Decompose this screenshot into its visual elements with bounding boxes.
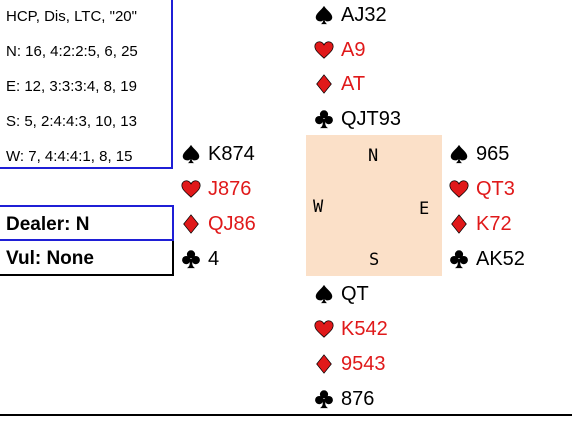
club-icon <box>315 390 333 409</box>
bottom-divider <box>0 414 572 416</box>
south-clubs-cards: 876 <box>341 388 375 410</box>
south-diamonds-cards: 9543 <box>341 353 386 375</box>
club-icon <box>315 110 333 129</box>
north-hearts-cards: A9 <box>341 39 366 61</box>
info-west: W: 7, 4:4:4:1, 8, 15 <box>6 148 133 165</box>
spade-icon <box>315 5 333 25</box>
vulnerability-label: Vul: None <box>6 248 94 269</box>
north-diamonds: AT <box>313 69 365 99</box>
east-spades-cards: 965 <box>476 143 510 165</box>
south-spades-cards: QT <box>341 283 369 305</box>
compass-west: W <box>313 197 324 217</box>
vulnerability-box: Vul: None <box>0 241 174 276</box>
east-hearts-cards: QT3 <box>476 178 515 200</box>
north-hearts: A9 <box>313 35 365 65</box>
west-diamonds-cards: QJ86 <box>208 213 256 235</box>
heart-icon <box>314 320 334 338</box>
compass-south: S <box>369 250 380 270</box>
compass-table: N W E S <box>306 135 442 276</box>
info-south: S: 5, 2:4:4:3, 10, 13 <box>6 113 137 130</box>
south-hearts-cards: K542 <box>341 318 388 340</box>
north-spades: AJ32 <box>313 0 387 30</box>
west-clubs-cards: 4 <box>208 248 220 270</box>
club-icon <box>450 250 468 269</box>
diamond-icon <box>183 214 199 234</box>
compass-north: N <box>368 146 379 166</box>
spade-icon <box>315 284 333 304</box>
heart-icon <box>314 41 334 59</box>
east-clubs-cards: AK52 <box>476 248 525 270</box>
east-clubs: AK52 <box>448 244 525 274</box>
club-icon <box>182 250 200 269</box>
west-clubs: 4 <box>180 244 219 274</box>
east-diamonds-cards: K72 <box>476 213 512 235</box>
north-diamonds-cards: AT <box>341 73 366 95</box>
north-clubs-cards: QJT93 <box>341 108 402 130</box>
south-diamonds: 9543 <box>313 349 386 379</box>
north-spades-cards: AJ32 <box>341 4 387 26</box>
west-hearts: J876 <box>180 174 251 204</box>
heart-icon <box>449 180 469 198</box>
compass-east: E <box>419 199 430 219</box>
west-spades: K874 <box>180 139 255 169</box>
spade-icon <box>182 144 200 164</box>
spade-icon <box>450 144 468 164</box>
info-east: E: 12, 3:3:3:4, 8, 19 <box>6 78 137 95</box>
east-hearts: QT3 <box>448 174 515 204</box>
dealer-box: Dealer: N <box>0 205 174 241</box>
info-north: N: 16, 4:2:2:5, 6, 25 <box>6 43 138 60</box>
east-spades: 965 <box>448 139 509 169</box>
info-header: HCP, Dis, LTC, "20" <box>6 8 137 25</box>
hand-evaluation-box: HCP, Dis, LTC, "20" N: 16, 4:2:2:5, 6, 2… <box>0 0 173 169</box>
south-clubs: 876 <box>313 384 374 414</box>
west-spades-cards: K874 <box>208 143 255 165</box>
south-spades: QT <box>313 279 369 309</box>
north-clubs: QJT93 <box>313 104 401 134</box>
west-hearts-cards: J876 <box>208 178 252 200</box>
south-hearts: K542 <box>313 314 388 344</box>
west-diamonds: QJ86 <box>180 209 256 239</box>
dealer-label: Dealer: N <box>6 214 90 235</box>
diamond-icon <box>451 214 467 234</box>
diamond-icon <box>316 74 332 94</box>
east-diamonds: K72 <box>448 209 512 239</box>
heart-icon <box>181 180 201 198</box>
diamond-icon <box>316 354 332 374</box>
